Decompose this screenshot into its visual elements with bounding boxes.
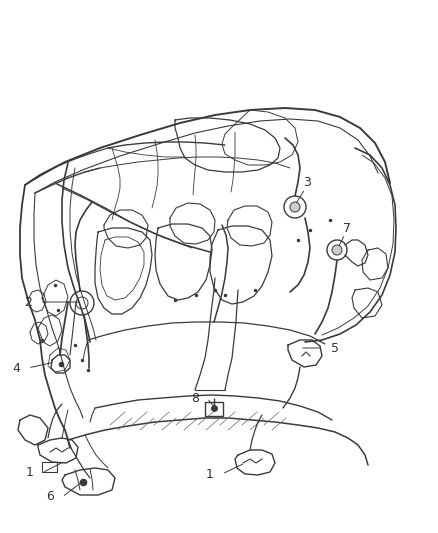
Circle shape	[290, 202, 300, 212]
Text: 3: 3	[303, 176, 311, 190]
Text: 1: 1	[206, 467, 214, 481]
Text: 6: 6	[46, 490, 54, 504]
Bar	[205, 402, 223, 416]
Text: 2: 2	[24, 295, 32, 309]
Text: 5: 5	[331, 342, 339, 354]
Text: 4: 4	[12, 361, 20, 375]
Text: 8: 8	[191, 392, 199, 405]
Bar	[42, 462, 57, 472]
Text: 1: 1	[26, 466, 34, 480]
Circle shape	[332, 245, 342, 255]
Text: 7: 7	[343, 222, 351, 235]
